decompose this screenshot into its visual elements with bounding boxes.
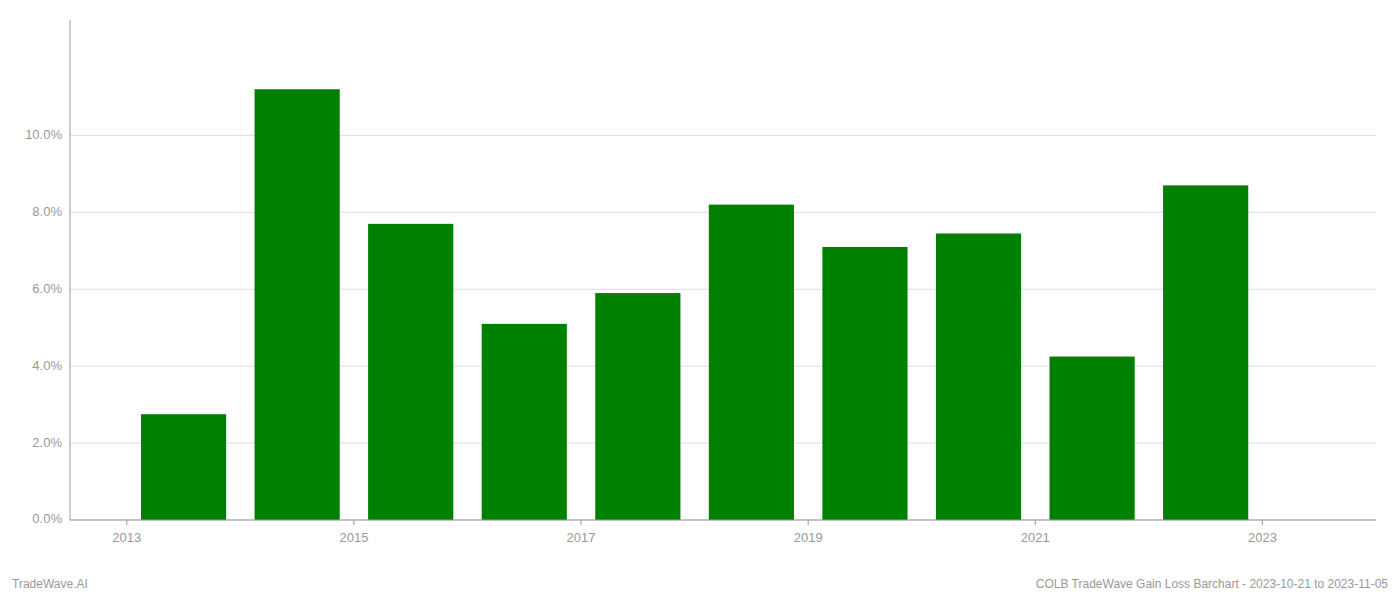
bar	[141, 414, 226, 520]
x-tick-label: 2015	[339, 530, 368, 545]
x-tick-label: 2019	[794, 530, 823, 545]
x-tick-label: 2023	[1248, 530, 1277, 545]
y-tick-label: 6.0%	[32, 281, 62, 296]
bar	[368, 224, 453, 520]
y-tick-labels: 0.0% 2.0% 4.0% 6.0% 8.0% 10.0%	[25, 127, 62, 527]
footer-left: TradeWave.AI	[12, 577, 88, 591]
x-tick	[808, 520, 809, 525]
y-tick-label: 4.0%	[32, 358, 62, 373]
footer-right: COLB TradeWave Gain Loss Barchart - 2023…	[1036, 577, 1389, 591]
bar	[822, 247, 907, 520]
bar	[709, 205, 794, 520]
x-tick	[1035, 520, 1036, 525]
x-tick-label: 2017	[567, 530, 596, 545]
bar	[1163, 185, 1248, 520]
bars	[141, 89, 1248, 520]
x-tick-label: 2021	[1021, 530, 1050, 545]
x-ticks: 2013 2015 2017 2019 2021 2023	[112, 520, 1277, 545]
bar	[482, 324, 567, 520]
bar	[595, 293, 680, 520]
y-tick-label: 8.0%	[32, 204, 62, 219]
bar	[1050, 357, 1135, 520]
chart: 0.0%2.0%4.0%6.0%8.0%10.0%201320152017201…	[0, 0, 1400, 600]
y-tick-label: 2.0%	[32, 435, 62, 450]
x-tick	[581, 520, 582, 525]
x-tick	[353, 520, 354, 525]
y-axis-line	[70, 20, 71, 520]
x-axis-line	[70, 520, 1376, 521]
bar	[255, 89, 340, 520]
y-tick-label: 0.0%	[32, 511, 62, 526]
bar	[936, 233, 1021, 520]
x-tick	[1262, 520, 1263, 525]
y-tick-label: 10.0%	[25, 127, 62, 142]
x-tick-label: 2013	[112, 530, 141, 545]
page: {"chart_data": {"type": "bar", "x": [201…	[0, 0, 1400, 600]
grid-line	[70, 520, 1376, 521]
x-tick	[126, 520, 127, 525]
